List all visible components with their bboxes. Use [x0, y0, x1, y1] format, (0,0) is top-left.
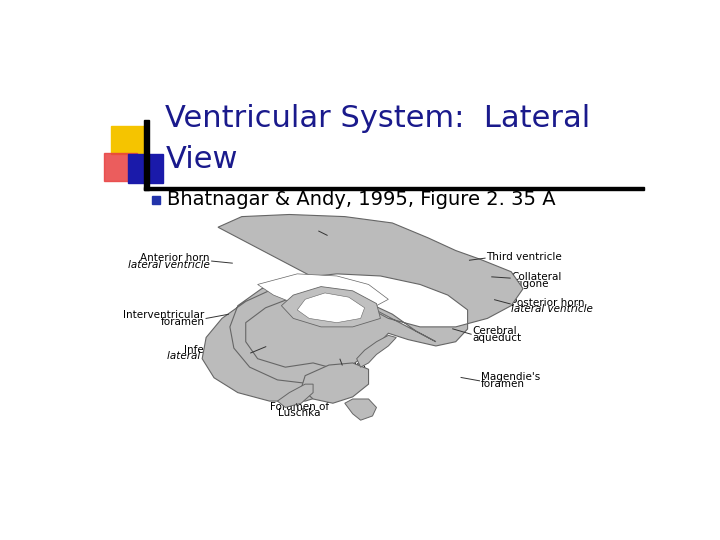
Text: foramen: foramen	[481, 379, 525, 389]
Text: Fourth: Fourth	[327, 357, 361, 367]
Text: Inferior horn: Inferior horn	[184, 345, 249, 355]
Text: foramen: foramen	[161, 317, 204, 327]
Text: Foramen of: Foramen of	[270, 402, 329, 411]
Text: Interventricular: Interventricular	[123, 310, 204, 320]
Bar	[144, 187, 644, 191]
Polygon shape	[356, 335, 396, 367]
Text: lateral ventricle: lateral ventricle	[511, 305, 593, 314]
Text: Third ventricle: Third ventricle	[486, 252, 562, 262]
Bar	[128, 154, 163, 183]
Bar	[153, 196, 161, 204]
Text: trigone: trigone	[511, 279, 549, 288]
Text: View: View	[166, 145, 238, 174]
Text: Bhatnagar & Andy, 1995, Figure 2. 35 A: Bhatnagar & Andy, 1995, Figure 2. 35 A	[167, 191, 556, 210]
Polygon shape	[277, 384, 313, 408]
Text: Body: Body	[314, 228, 341, 238]
Text: Cerebral: Cerebral	[472, 326, 517, 336]
Polygon shape	[345, 399, 377, 420]
Text: lateral ventricle: lateral ventricle	[167, 352, 249, 361]
Text: aqueduct: aqueduct	[472, 333, 521, 342]
Bar	[144, 120, 148, 191]
Polygon shape	[297, 293, 364, 322]
Polygon shape	[258, 274, 388, 314]
Text: ventricle: ventricle	[321, 363, 366, 373]
Polygon shape	[282, 287, 380, 327]
Bar	[104, 153, 138, 181]
Text: Anterior horn: Anterior horn	[140, 253, 210, 263]
Polygon shape	[301, 363, 369, 403]
Text: Posterior horn: Posterior horn	[511, 298, 585, 308]
Text: Collateral: Collateral	[511, 272, 562, 282]
Text: Luschka: Luschka	[278, 408, 320, 418]
Text: Ventricular System:  Lateral: Ventricular System: Lateral	[166, 104, 590, 133]
Bar	[111, 126, 145, 154]
Polygon shape	[202, 214, 523, 401]
Text: Magendie's: Magendie's	[481, 373, 540, 382]
Text: lateral ventricle: lateral ventricle	[128, 260, 210, 270]
Text: lateral ventricle: lateral ventricle	[287, 235, 368, 245]
